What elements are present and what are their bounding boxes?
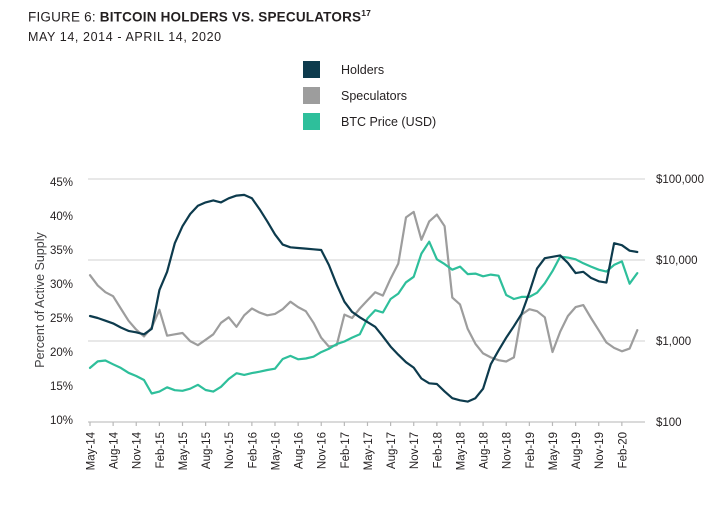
x-tick-label: Feb-19 — [525, 432, 537, 468]
x-tick-label: Aug-17 — [386, 432, 398, 469]
speculators-swatch-icon — [303, 87, 320, 104]
legend-label-btc-price: BTC Price (USD) — [341, 114, 437, 129]
left-axis-tick-label: 35% — [50, 245, 73, 257]
left-axis-tick-label: 45% — [50, 177, 73, 189]
right-axis-tick-label: $100 — [656, 417, 682, 429]
x-tick-label: Feb-15 — [155, 432, 167, 468]
legend-label-speculators: Speculators — [341, 88, 408, 103]
holders-swatch-icon — [303, 61, 320, 78]
x-tick-label: Aug-15 — [201, 432, 213, 469]
legend-item-speculators: Speculators — [303, 87, 436, 104]
x-tick-label: Nov-15 — [224, 432, 236, 469]
chart-legend: Holders Speculators BTC Price (USD) — [303, 61, 436, 139]
x-tick-label: May-19 — [548, 432, 560, 470]
x-tick-label: Aug-18 — [479, 432, 491, 469]
x-tick-label: May-14 — [86, 431, 98, 470]
x-tick-label: Aug-16 — [294, 432, 306, 469]
x-tick-label: May-18 — [455, 432, 467, 470]
figure-date-range: MAY 14, 2014 - APRIL 14, 2020 — [28, 29, 222, 44]
figure-title: FIGURE 6: BITCOIN HOLDERS VS. SPECULATOR… — [28, 8, 371, 27]
x-tick-label: Aug-19 — [571, 432, 583, 469]
x-tick-label: Nov-18 — [502, 432, 514, 469]
right-axis-tick-label: $100,000 — [656, 174, 704, 186]
figure-title-text: BITCOIN HOLDERS VS. SPECULATORS — [99, 9, 362, 25]
left-axis-tick-label: 25% — [50, 313, 73, 325]
right-axis-tick-label: $1,000 — [656, 336, 691, 348]
x-tick-label: Feb-20 — [617, 432, 629, 468]
x-tick-label: Feb-18 — [432, 432, 444, 468]
left-axis-title: Percent of Active Supply — [33, 232, 47, 368]
x-tick-label: Nov-16 — [317, 432, 329, 469]
x-tick-label: Nov-14 — [132, 431, 144, 469]
holders-line — [88, 193, 639, 403]
figure-label: FIGURE 6: — [28, 9, 96, 25]
right-axis-tick-label: $10,000 — [656, 255, 698, 267]
left-axis-tick-label: 15% — [50, 381, 73, 393]
x-tick-label: May-16 — [270, 432, 282, 470]
speculators-line — [88, 210, 639, 363]
x-tick-label: May-15 — [178, 432, 190, 470]
footnote-marker: 17 — [361, 8, 372, 18]
left-axis-tick-label: 40% — [50, 211, 73, 223]
x-tick-label: May-17 — [363, 432, 375, 470]
left-axis-tick-label: 20% — [50, 347, 73, 359]
btc-price-usd--line — [88, 240, 639, 395]
legend-item-btc-price: BTC Price (USD) — [303, 113, 436, 130]
x-tick-label: Aug-14 — [109, 431, 121, 469]
x-tick-label: Feb-16 — [247, 432, 259, 468]
btc-price-swatch-icon — [303, 113, 320, 130]
x-tick-label: Nov-17 — [409, 432, 421, 469]
left-axis-tick-label: 30% — [50, 279, 73, 291]
figure-header: FIGURE 6: BITCOIN HOLDERS VS. SPECULATOR… — [28, 8, 371, 46]
x-tick-label: Feb-17 — [340, 432, 352, 468]
left-axis-tick-label: 10% — [50, 415, 73, 427]
legend-item-holders: Holders — [303, 61, 436, 78]
legend-label-holders: Holders — [341, 62, 385, 77]
x-tick-label: Nov-19 — [594, 432, 606, 469]
